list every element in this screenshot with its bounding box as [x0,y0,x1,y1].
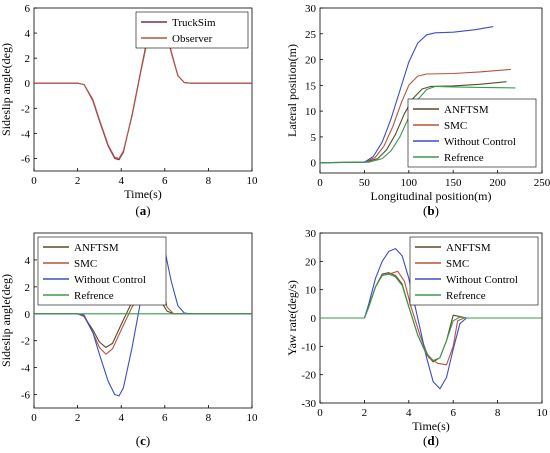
plot-frame [319,7,543,174]
legend-entry: Without Control [74,274,146,286]
legend-entry: SMC [74,258,97,270]
x-tick-label: 2 [362,407,368,419]
x-tick-label: 2 [75,175,81,187]
x-tick-label: 10 [247,175,259,187]
legend-box [135,11,249,49]
x-tick-label: 10 [247,412,259,424]
legend-entry: SMC [444,120,467,132]
chart-c: 0 2 4 6 8 10 -6 -4 -2 0 2 4 Sideslip angle(deg) ANFTS… [0,232,259,448]
y-axis-label: Yaw rate(deg/s) [285,280,299,356]
y-tick-label: 4 [25,28,31,40]
x-tick-label: 4 [406,407,412,419]
y-axis-label: Sideslip angle(deg) [0,274,13,367]
legend-entry: ANFTSM [446,242,491,254]
x-axis-label: Time(s) [124,187,162,201]
x-tick-label: 10 [537,407,549,419]
legend-box [407,98,537,168]
legend-entry: Refrence [74,290,114,302]
x-tick-label: 4 [118,412,124,424]
legend-entry: TruckSim [172,17,216,29]
y-axis-label: Lateral position(m) [285,44,299,137]
y-tick-label: -6 [21,153,31,165]
x-axis-label: Time(s) [412,419,450,433]
x-tick-label: 0 [317,407,323,419]
x-tick-label: 0 [31,175,37,187]
plot-frame [33,232,253,409]
legend-entry: SMC [446,258,469,270]
y-tick-label: 4 [25,255,31,267]
x-tick-label: 50 [359,177,371,189]
legend-box [37,236,167,306]
panel-caption: (d) [423,433,439,448]
y-tick-label: -30 [301,398,316,410]
legend-entry: ANFTSM [74,242,119,254]
chart-b: 0 50 100 150 200 250 0 5 10 15 20 25 30 Longitudinal … [285,3,550,218]
y-tick-label: -20 [301,370,316,382]
series-line-observer [34,14,252,160]
legend-box [409,236,539,306]
x-tick-label: 8 [495,407,501,419]
y-tick-label: -4 [21,363,31,375]
y-tick-label: 30 [305,3,317,15]
series-line-smc [319,68,511,164]
y-tick-label: 6 [25,3,31,15]
x-tick-label: 6 [162,175,168,187]
y-tick-label: 5 [311,132,317,144]
legend-entry: Observer [172,33,213,45]
x-tick-label: 8 [206,412,212,424]
x-tick-label: 2 [75,412,81,424]
y-tick-label: -10 [301,341,316,353]
panel-caption: (b) [423,203,439,218]
y-tick-label: 2 [25,53,31,65]
y-tick-label: 2 [25,282,31,294]
y-tick-label: -4 [21,128,31,140]
y-tick-label: 30 [305,228,317,240]
chart-d: 0 2 4 6 8 10 -30 -20 -10 0 10 20 30 Time(s) Yaw rate(d… [285,228,548,448]
y-tick-label: 10 [305,106,317,118]
x-tick-label: 4 [118,175,124,187]
x-tick-label: 200 [489,177,506,189]
y-tick-label: 15 [305,80,317,92]
panel-caption: (c) [136,433,150,448]
y-tick-label: -2 [21,103,30,115]
legend-entry: Refrence [446,290,486,302]
x-axis-label: Longitudinal position(m) [371,189,492,203]
x-tick-label: 6 [162,412,168,424]
y-tick-label: 0 [25,78,31,90]
legend-entry: Refrence [444,152,484,164]
x-tick-label: 0 [31,412,37,424]
y-axis-label: Sideslip angle(deg) [0,43,13,136]
plot-frame [33,7,253,172]
y-tick-label: 0 [25,309,31,321]
x-tick-label: 100 [401,177,418,189]
x-tick-label: 250 [534,177,550,189]
y-tick-label: -6 [21,390,31,402]
legend-entry: ANFTSM [444,104,489,116]
y-tick-label: 0 [311,158,317,170]
panel-caption: (a) [135,203,150,218]
x-tick-label: 6 [450,407,456,419]
x-tick-label: 0 [317,177,323,189]
series-line-without-control [34,240,252,397]
y-tick-label: 20 [305,55,317,67]
legend-entry: Without Control [446,274,518,286]
legend-entry: Without Control [444,136,516,148]
y-tick-label: 20 [305,256,317,268]
y-tick-label: -2 [21,336,30,348]
y-tick-label: 0 [311,313,317,325]
x-tick-label: 150 [445,177,462,189]
series-line-without-control [319,26,494,164]
y-tick-label: 10 [305,285,317,297]
x-tick-label: 8 [206,175,212,187]
series-line-refrence [320,273,542,362]
y-tick-label: 25 [305,29,317,41]
